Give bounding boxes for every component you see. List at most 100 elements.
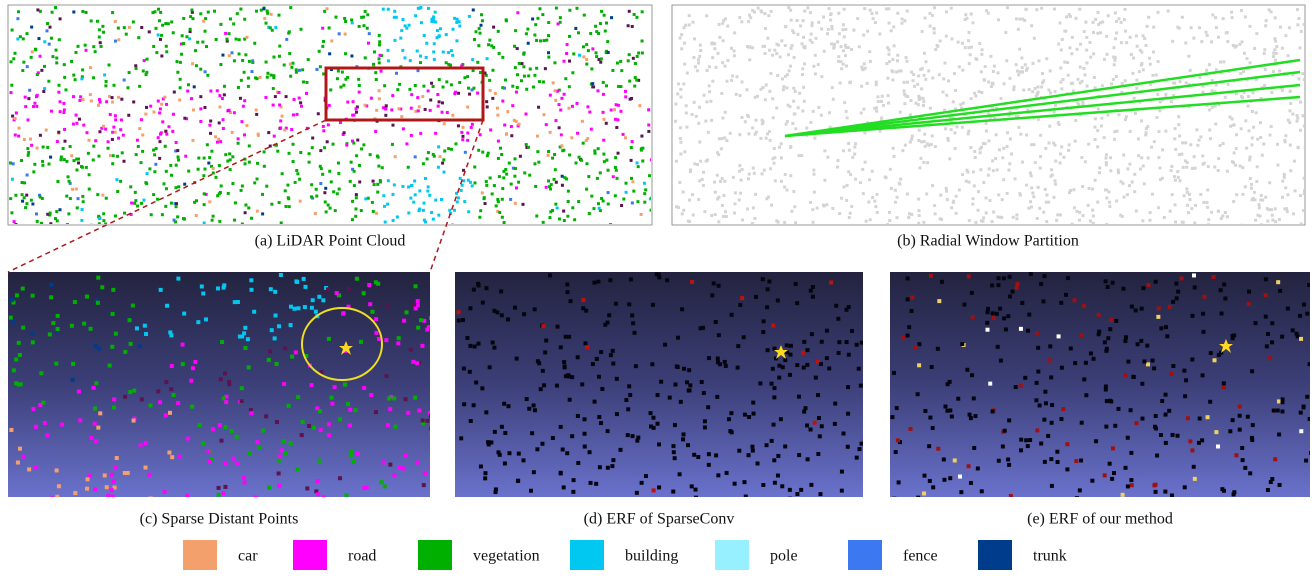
point (1275, 45, 1278, 48)
point (56, 219, 59, 222)
point (278, 45, 281, 48)
point (294, 181, 297, 184)
point (856, 17, 859, 20)
point (288, 152, 291, 155)
point (1099, 31, 1102, 34)
point (635, 16, 638, 19)
point (378, 43, 381, 46)
point (176, 277, 180, 281)
point (794, 221, 797, 224)
point (183, 183, 186, 186)
point (700, 380, 704, 384)
point (1039, 282, 1043, 286)
point (726, 25, 729, 28)
point (901, 149, 904, 152)
point (739, 192, 742, 195)
point (948, 408, 952, 412)
point (967, 132, 970, 135)
point (1302, 303, 1306, 307)
point (218, 105, 221, 108)
point (67, 212, 70, 215)
point (566, 290, 570, 294)
point (204, 70, 207, 73)
point (362, 386, 366, 390)
point (222, 118, 225, 121)
point (740, 20, 743, 23)
point (1080, 421, 1084, 425)
point (640, 135, 643, 138)
point (419, 6, 422, 9)
point (713, 47, 716, 50)
point (379, 179, 382, 182)
point (780, 39, 783, 42)
point (63, 140, 66, 143)
point (968, 219, 971, 222)
point (88, 188, 91, 191)
point (1186, 416, 1190, 420)
point (445, 61, 448, 64)
point (852, 29, 855, 32)
point (255, 109, 258, 112)
point (896, 216, 899, 219)
point (114, 214, 117, 217)
point (514, 29, 517, 32)
point (1146, 362, 1150, 366)
point (175, 202, 178, 205)
point (510, 125, 513, 128)
point (1108, 205, 1111, 208)
point (693, 162, 696, 165)
point (1224, 96, 1227, 99)
point (502, 170, 505, 173)
point (414, 306, 418, 310)
point (1113, 138, 1116, 141)
point (16, 17, 19, 20)
point (156, 198, 159, 201)
point (893, 44, 896, 47)
point (1069, 346, 1073, 350)
point (690, 280, 694, 284)
point (784, 173, 787, 176)
point (295, 68, 298, 71)
point (781, 365, 785, 369)
point (800, 154, 803, 157)
point (1029, 200, 1032, 203)
point (287, 404, 291, 408)
point (139, 443, 143, 447)
point (428, 194, 431, 197)
point (842, 49, 845, 52)
point (1115, 20, 1118, 23)
point (1164, 441, 1168, 445)
point (1036, 217, 1039, 220)
point (107, 140, 110, 143)
point (944, 127, 947, 130)
point (605, 22, 608, 25)
point (117, 137, 120, 140)
point (1164, 325, 1168, 329)
legend-swatch (183, 540, 217, 570)
point (863, 131, 866, 134)
point (688, 388, 692, 392)
point (328, 52, 331, 55)
point (289, 6, 292, 9)
point (698, 106, 701, 109)
point (594, 25, 597, 28)
point (1097, 313, 1101, 317)
point (916, 496, 920, 500)
point (1256, 214, 1259, 217)
point (427, 7, 430, 10)
point (599, 22, 602, 25)
point (443, 150, 446, 153)
point (466, 139, 469, 142)
point (1121, 287, 1125, 291)
point (545, 39, 548, 42)
point (165, 133, 168, 136)
point (1250, 369, 1254, 373)
point (281, 115, 284, 118)
point (624, 95, 627, 98)
point (324, 200, 327, 203)
point (1269, 480, 1273, 484)
point (627, 302, 631, 306)
point (27, 118, 30, 121)
point (149, 496, 153, 500)
point (531, 18, 534, 21)
